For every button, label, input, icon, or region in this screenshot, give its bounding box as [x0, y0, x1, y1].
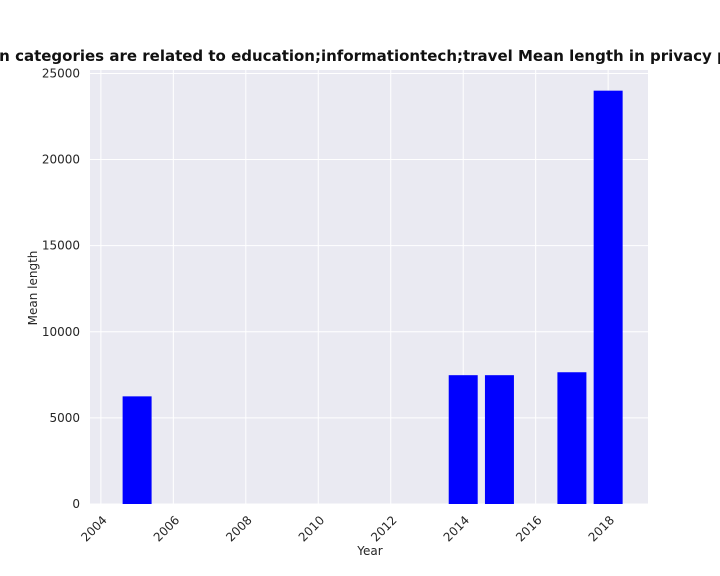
y-tick-label: 0 — [72, 497, 80, 511]
y-tick-label: 25000 — [42, 66, 80, 80]
x-tick-label: 2012 — [368, 513, 399, 544]
x-tick-labels: 2004 2006 2008 2010 2012 2014 2016 2018 — [78, 513, 617, 544]
chart-title: en categories are related to education;i… — [0, 47, 720, 65]
y-tick-label: 10000 — [42, 325, 80, 339]
x-axis-label: Year — [356, 544, 382, 558]
x-tick-label: 2018 — [586, 513, 617, 544]
y-tick-labels: 0 5000 10000 15000 20000 25000 — [42, 66, 80, 511]
grid-lines — [90, 70, 648, 505]
x-tick-label: 2004 — [78, 513, 109, 544]
y-axis-label: Mean length — [26, 251, 40, 326]
y-tick-label: 20000 — [42, 153, 80, 167]
x-tick-label: 2008 — [223, 513, 254, 544]
y-tick-label: 5000 — [49, 411, 80, 425]
bar — [593, 90, 623, 505]
x-tick-label: 2016 — [513, 513, 544, 544]
plot-area — [90, 70, 648, 504]
x-tick-label: 2006 — [151, 513, 182, 544]
x-tick-label: 2014 — [441, 513, 472, 544]
y-tick-label: 15000 — [42, 239, 80, 253]
bar — [557, 372, 587, 504]
bar — [448, 375, 478, 504]
bar — [484, 375, 514, 504]
x-tick-label: 2010 — [296, 513, 327, 544]
bars — [122, 90, 623, 505]
bar — [122, 396, 152, 504]
